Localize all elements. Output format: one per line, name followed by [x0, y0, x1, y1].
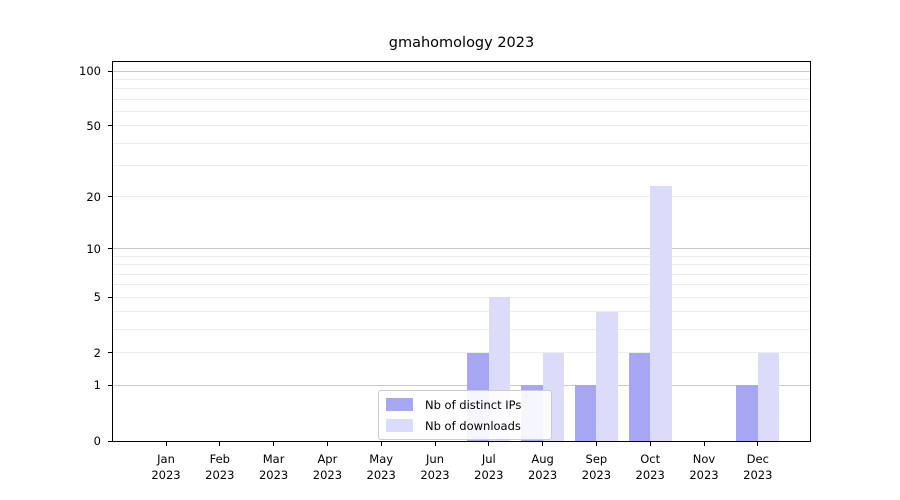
legend-label-downloads: Nb of downloads — [425, 418, 521, 433]
x-axis-tick-year: 2023 — [420, 467, 450, 482]
y-axis-tick-label: 100 — [79, 64, 101, 78]
x-tick-mark — [434, 442, 436, 446]
x-tick-mark — [326, 442, 328, 446]
gridline-minor — [113, 264, 810, 266]
y-axis-tick-label: 5 — [93, 290, 101, 305]
legend-item-downloads: Nb of downloads — [386, 418, 543, 433]
x-axis-tick-label: Aug 2023 — [513, 452, 573, 483]
y-tick-mark — [108, 296, 112, 298]
y-tick-mark — [108, 70, 112, 72]
x-tick-mark — [488, 442, 490, 446]
gridline-minor — [113, 329, 810, 331]
bar-downloads — [650, 186, 672, 441]
x-axis-tick-label: Feb 2023 — [190, 452, 250, 483]
gridline-major — [113, 248, 810, 250]
gridline-minor — [113, 311, 810, 313]
legend-item-distinct-ips: Nb of distinct IPs — [386, 397, 543, 412]
x-axis-tick-year: 2023 — [366, 467, 396, 482]
x-axis-tick-year: 2023 — [527, 467, 558, 482]
gridline-minor — [113, 196, 810, 198]
y-axis-tick-label: 2 — [93, 345, 101, 360]
x-tick-mark — [757, 442, 759, 446]
x-tick-mark — [273, 442, 275, 446]
y-axis-tick-label: 20 — [86, 189, 101, 204]
x-tick-mark — [542, 442, 544, 446]
x-axis-tick-label: May 2023 — [351, 452, 411, 483]
x-axis-tick-year: 2023 — [151, 467, 181, 482]
x-axis-tick-label: Mar 2023 — [244, 452, 304, 483]
gridline-minor — [113, 78, 810, 80]
y-axis-tick-label: 10 — [86, 241, 101, 256]
y-tick-mark — [108, 384, 112, 386]
gridline-major — [113, 384, 810, 386]
y-tick-mark — [108, 352, 112, 354]
x-tick-mark — [703, 442, 705, 446]
y-tick-mark — [108, 125, 112, 127]
x-tick-mark — [165, 442, 167, 446]
x-tick-mark — [219, 442, 221, 446]
x-axis-tick-year: 2023 — [743, 467, 773, 482]
gridline-minor — [113, 296, 810, 298]
gridline-minor — [113, 98, 810, 100]
x-axis-tick-label: Nov 2023 — [674, 452, 734, 483]
y-tick-mark — [108, 248, 112, 250]
x-axis-tick-label: Jul 2023 — [459, 452, 519, 483]
x-tick-mark — [380, 442, 382, 446]
gridline-minor — [113, 165, 810, 167]
x-axis-tick-label: Jun 2023 — [405, 452, 465, 483]
legend-swatch-distinct-ips — [386, 398, 413, 411]
y-axis-tick-label: 1 — [93, 378, 101, 393]
gridline-minor — [113, 142, 810, 144]
y-axis-tick-label: 0 — [93, 434, 101, 448]
x-axis-tick-label: Apr 2023 — [297, 452, 357, 483]
x-tick-mark — [649, 442, 651, 446]
x-tick-mark — [595, 442, 597, 446]
x-axis-tick-label: Oct 2023 — [620, 452, 680, 483]
y-tick-mark — [108, 440, 112, 442]
x-axis-tick-label: Jan 2023 — [136, 452, 196, 483]
bar-downloads — [757, 352, 780, 441]
gridline-minor — [113, 125, 810, 127]
x-axis-tick-label: Sep 2023 — [566, 452, 626, 483]
gridline-minor — [113, 352, 810, 354]
gridline-minor — [113, 284, 810, 286]
x-axis-tick-year: 2023 — [205, 467, 235, 482]
y-tick-mark — [108, 196, 112, 198]
x-axis-tick-year: 2023 — [689, 467, 719, 482]
gridline-minor — [113, 110, 810, 112]
x-axis-tick-label: Dec 2023 — [728, 452, 788, 483]
gridline-minor — [113, 255, 810, 257]
gridline-minor — [113, 88, 810, 90]
bar-distinct-ips — [628, 352, 651, 441]
legend-label-distinct-ips: Nb of distinct IPs — [425, 397, 522, 412]
y-axis-tick-label: 50 — [86, 118, 101, 133]
gridline-minor — [113, 273, 810, 275]
chart-title: gmahomology 2023 — [388, 35, 535, 51]
x-axis-tick-year: 2023 — [474, 467, 504, 482]
x-axis-tick-year: 2023 — [258, 467, 289, 482]
bar-downloads — [596, 311, 618, 441]
x-axis-tick-year: 2023 — [635, 467, 665, 482]
bar-distinct-ips — [574, 385, 597, 441]
gridline-major — [113, 70, 810, 72]
legend: Nb of distinct IPs Nb of downloads — [378, 390, 552, 440]
bar-distinct-ips — [736, 385, 758, 441]
plot-area — [112, 61, 811, 442]
legend-swatch-downloads — [386, 419, 413, 432]
x-axis-tick-year: 2023 — [312, 467, 343, 482]
x-axis-tick-year: 2023 — [581, 467, 612, 482]
